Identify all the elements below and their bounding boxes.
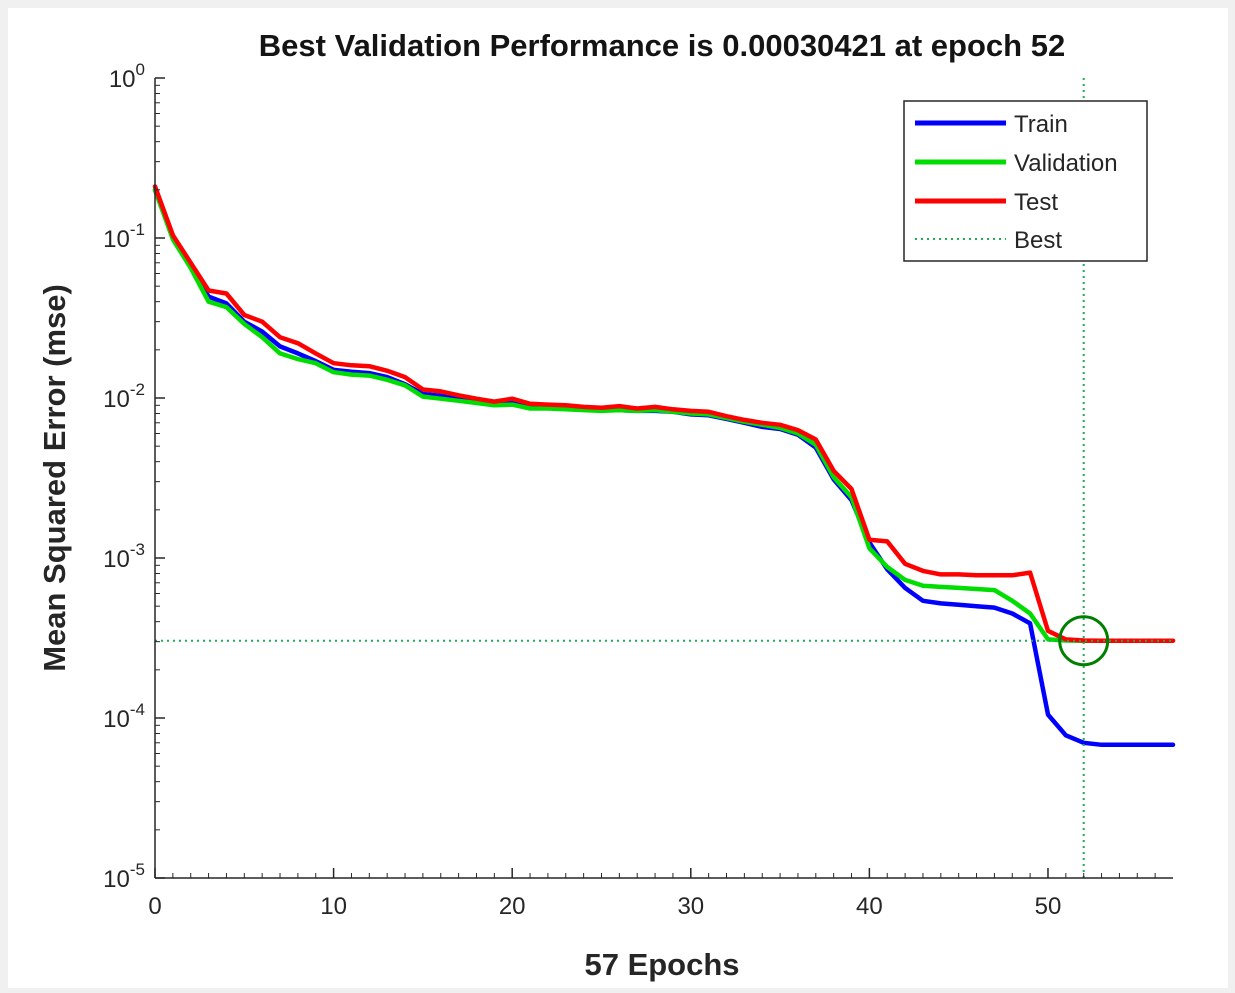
x-tick-label: 50 — [1035, 893, 1062, 920]
chart-title: Best Validation Performance is 0.0003042… — [259, 28, 1065, 63]
x-tick-label: 0 — [148, 893, 161, 920]
x-tick-label: 40 — [856, 893, 883, 920]
x-axis-label: 57 Epochs — [584, 947, 739, 982]
y-tick-label: 10-1 — [103, 220, 145, 253]
y-axis-label: Mean Squared Error (mse) — [37, 284, 72, 672]
y-tick-label: 100 — [109, 60, 145, 93]
y-tick-label: 10-3 — [103, 540, 145, 573]
legend-label-validation: Validation — [1014, 150, 1118, 177]
legend: Train Validation Test Best — [903, 100, 1148, 262]
legend-label-test: Test — [1014, 189, 1058, 216]
series-line-test — [152, 184, 1176, 643]
legend-label-best: Best — [1014, 227, 1062, 254]
y-tick-label: 10-5 — [103, 860, 145, 893]
legend-box — [903, 100, 1148, 262]
x-tick-label: 10 — [320, 893, 347, 920]
y-tick-label: 10-2 — [103, 380, 145, 413]
x-tick-label: 20 — [499, 893, 526, 920]
legend-label-train: Train — [1014, 111, 1068, 138]
x-tick-label: 30 — [677, 893, 704, 920]
best-circle-marker — [1058, 615, 1110, 667]
lines-layer — [152, 184, 1176, 748]
series-line-validation — [152, 187, 1176, 643]
y-tick-label: 10-4 — [103, 700, 145, 733]
axes-layer: 0 10 20 30 40 50 100 10-1 10-2 10-3 10-4 10-5 — [103, 60, 1173, 920]
